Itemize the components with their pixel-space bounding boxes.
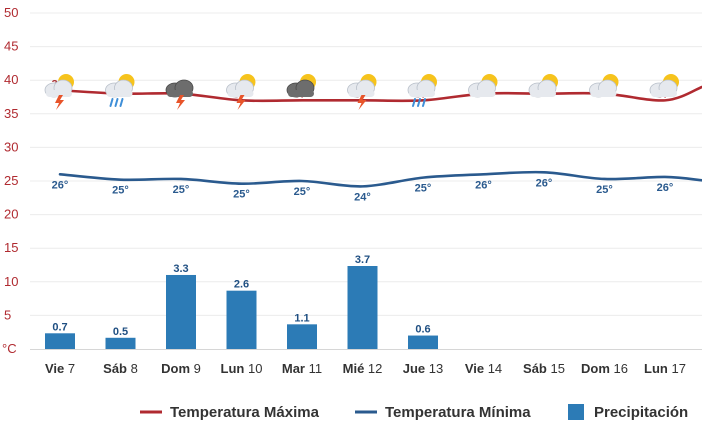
y-tick-label: 40 xyxy=(4,72,18,87)
sun-cloud-icon xyxy=(650,74,679,97)
x-tick-label: Dom 9 xyxy=(161,361,201,376)
min-temp-label: 25° xyxy=(596,184,613,196)
lightning-shape xyxy=(55,95,64,110)
precipitation-label: 0.5 xyxy=(113,326,128,338)
cloud-shape xyxy=(107,90,133,97)
y-tick-label: 15 xyxy=(4,240,18,255)
legend-label: Precipitación xyxy=(594,404,688,421)
legend-item[interactable]: Temperatura Máxima xyxy=(140,404,320,421)
min-temp-label: 25° xyxy=(173,184,190,196)
precipitation-label: 1.1 xyxy=(294,312,309,324)
precipitation-bar xyxy=(227,291,257,349)
sun-cloud-storm-icon xyxy=(348,74,377,110)
precipitation-label: 0.6 xyxy=(415,324,430,336)
temperature-lines xyxy=(60,87,702,186)
min-temp-label: 26° xyxy=(657,182,674,194)
precipitation-bar xyxy=(166,275,196,349)
y-tick-label: 20 xyxy=(4,207,18,222)
x-tick-label: Jue 13 xyxy=(403,361,443,376)
raindrop-shape xyxy=(121,99,123,106)
min-temp-label: 26° xyxy=(536,177,553,189)
x-axis: Vie 7 Sáb 8 Dom 9 Lun 10 Mar 11 Mié 12 Jue 13 V… xyxy=(45,361,686,376)
x-tick-label: Lun 17 xyxy=(644,361,686,376)
y-unit-label: °C xyxy=(2,341,17,356)
cloud-shape xyxy=(470,90,496,97)
sun-dark-cloud-icon xyxy=(287,74,316,97)
precipitation-bar xyxy=(106,338,136,349)
precipitation-bar xyxy=(287,324,317,349)
sun-cloud-storm-icon xyxy=(227,74,256,110)
legend-item[interactable]: Temperatura Mínima xyxy=(355,404,531,421)
min-temp-label: 25° xyxy=(415,183,432,195)
chart-legend[interactable]: Temperatura Máxima Temperatura Mínima Prec… xyxy=(140,404,688,421)
precipitation-bar xyxy=(408,336,438,349)
raindrop-shape xyxy=(116,99,118,106)
min-temp-label: 25° xyxy=(233,189,250,201)
lightning-shape xyxy=(176,95,185,110)
precipitation-bar xyxy=(348,266,378,349)
sun-cloud-icon xyxy=(529,74,558,97)
min-temp-label: 26° xyxy=(52,179,69,191)
x-tick-label: Vie 7 xyxy=(45,361,75,376)
min-temp-label: 25° xyxy=(294,186,311,198)
legend-item[interactable]: Precipitación xyxy=(568,404,688,421)
cloud-shape xyxy=(530,90,556,97)
y-tick-label: 50 xyxy=(4,5,18,20)
legend-label: Temperatura Mínima xyxy=(385,404,531,421)
sun-cloud-icon xyxy=(590,74,619,97)
y-tick-label: 45 xyxy=(4,39,18,54)
precipitation-label: 3.7 xyxy=(355,254,370,266)
min-temp-label: 24° xyxy=(354,191,371,203)
min-temp-label: 25° xyxy=(112,185,129,197)
cloud-shape xyxy=(409,90,435,97)
precipitation-label: 0.7 xyxy=(52,321,67,333)
y-tick-label: 30 xyxy=(4,139,18,154)
precipitation-label: 2.6 xyxy=(234,279,249,291)
legend-bar-swatch xyxy=(568,404,584,420)
y-tick-label: 35 xyxy=(4,106,18,121)
x-tick-label: Sáb 8 xyxy=(103,361,138,376)
x-tick-label: Mié 12 xyxy=(343,361,383,376)
cloud-shape xyxy=(651,90,677,97)
precipitation-label: 3.3 xyxy=(173,263,188,275)
legend-label: Temperatura Máxima xyxy=(170,404,320,421)
cloud-shape xyxy=(591,90,617,97)
dark-cloud-storm-icon xyxy=(166,80,193,110)
x-tick-label: Lun 10 xyxy=(221,361,263,376)
raindrop-shape xyxy=(111,99,113,106)
x-tick-label: Dom 16 xyxy=(581,361,628,376)
x-tick-label: Mar 11 xyxy=(282,361,322,376)
y-axis: 5 10 15 20 25 30 35 40 45 50 °C xyxy=(2,5,18,356)
x-tick-label: Vie 14 xyxy=(465,361,502,376)
min-temp-label: 26° xyxy=(475,179,492,191)
y-tick-label: 25 xyxy=(4,173,18,188)
sun-cloud-rain-icon xyxy=(106,74,135,106)
precipitation-bar xyxy=(45,333,75,349)
sun-cloud-icon xyxy=(469,74,498,97)
y-tick-label: 5 xyxy=(4,307,11,322)
x-tick-label: Sáb 15 xyxy=(523,361,565,376)
sun-cloud-storm-icon xyxy=(45,74,74,110)
y-tick-label: 10 xyxy=(4,274,18,289)
cloud-shape xyxy=(288,90,314,97)
